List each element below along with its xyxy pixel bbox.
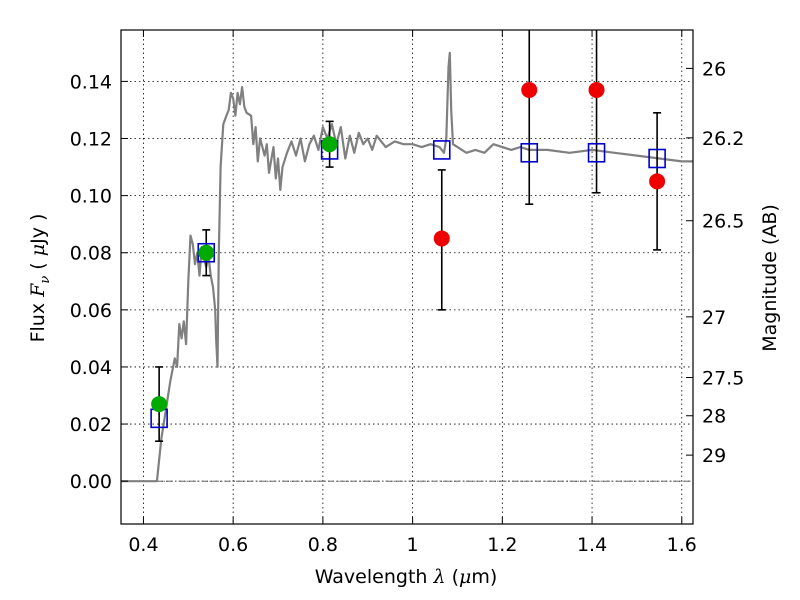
y-tick-label: 0.12 [70, 129, 112, 151]
y-tick-label: 0.02 [70, 414, 112, 436]
grid [121, 30, 693, 524]
model-square-marker [648, 148, 666, 169]
model-squares-layer [150, 140, 666, 429]
x-tick-label: 1 [407, 534, 419, 556]
y2-tick-label: 27 [702, 307, 726, 329]
y2-tick-label: 26.5 [702, 211, 744, 233]
error-bars-layer [155, 30, 662, 442]
observed-points-layer [151, 81, 666, 413]
y2-tick-label: 26.2 [702, 128, 744, 150]
y2-tick-labels: 26 26.2 26.5 27 27.5 28 29 [702, 58, 744, 467]
observed-flux-marker [198, 244, 215, 261]
x-axis-label: Wavelength λ (μm) [315, 566, 498, 588]
y-tick-label: 0.00 [70, 471, 112, 493]
y2-tick-label: 26 [702, 58, 726, 80]
axis-ticks [121, 30, 693, 524]
y-axis-label: Flux Fν ( μJy ) [27, 214, 53, 343]
y2-tick-label: 27.5 [702, 367, 744, 389]
observed-flux-marker [649, 173, 666, 190]
observed-flux-marker [588, 81, 605, 98]
model-square-marker [520, 142, 539, 163]
y-tick-label: 0.14 [70, 71, 112, 93]
y2-tick-label: 29 [702, 445, 726, 467]
sed-template-layer [121, 51, 693, 483]
y-tick-label: 0.08 [70, 243, 112, 265]
observed-flux-marker [433, 230, 450, 247]
y-tick-label: 0.06 [70, 300, 112, 322]
y2-axis-label: Magnitude (AB) [759, 204, 781, 352]
y-tick-labels: 0.00 0.02 0.04 0.06 0.08 0.10 0.12 0.14 [70, 71, 112, 493]
x-tick-label: 1.6 [667, 534, 697, 556]
observed-flux-marker [521, 81, 538, 98]
model-square-marker [432, 140, 451, 160]
x-tick-labels: 0.4 0.6 0.8 1 1.2 1.4 1.6 [128, 534, 697, 556]
observed-flux-marker [151, 396, 168, 413]
y2-tick-label: 28 [702, 406, 726, 428]
sed-template-line [121, 51, 693, 483]
y-tick-label: 0.04 [70, 357, 112, 379]
observed-flux-marker [321, 136, 338, 153]
x-tick-label: 0.8 [308, 534, 338, 556]
x-tick-label: 0.6 [218, 534, 248, 556]
x-tick-label: 1.2 [487, 534, 517, 556]
model-square-marker [587, 142, 606, 163]
x-tick-label: 0.4 [128, 534, 158, 556]
x-tick-label: 1.4 [577, 534, 607, 556]
y-tick-label: 0.10 [70, 186, 112, 208]
plot-frame [120, 29, 694, 525]
